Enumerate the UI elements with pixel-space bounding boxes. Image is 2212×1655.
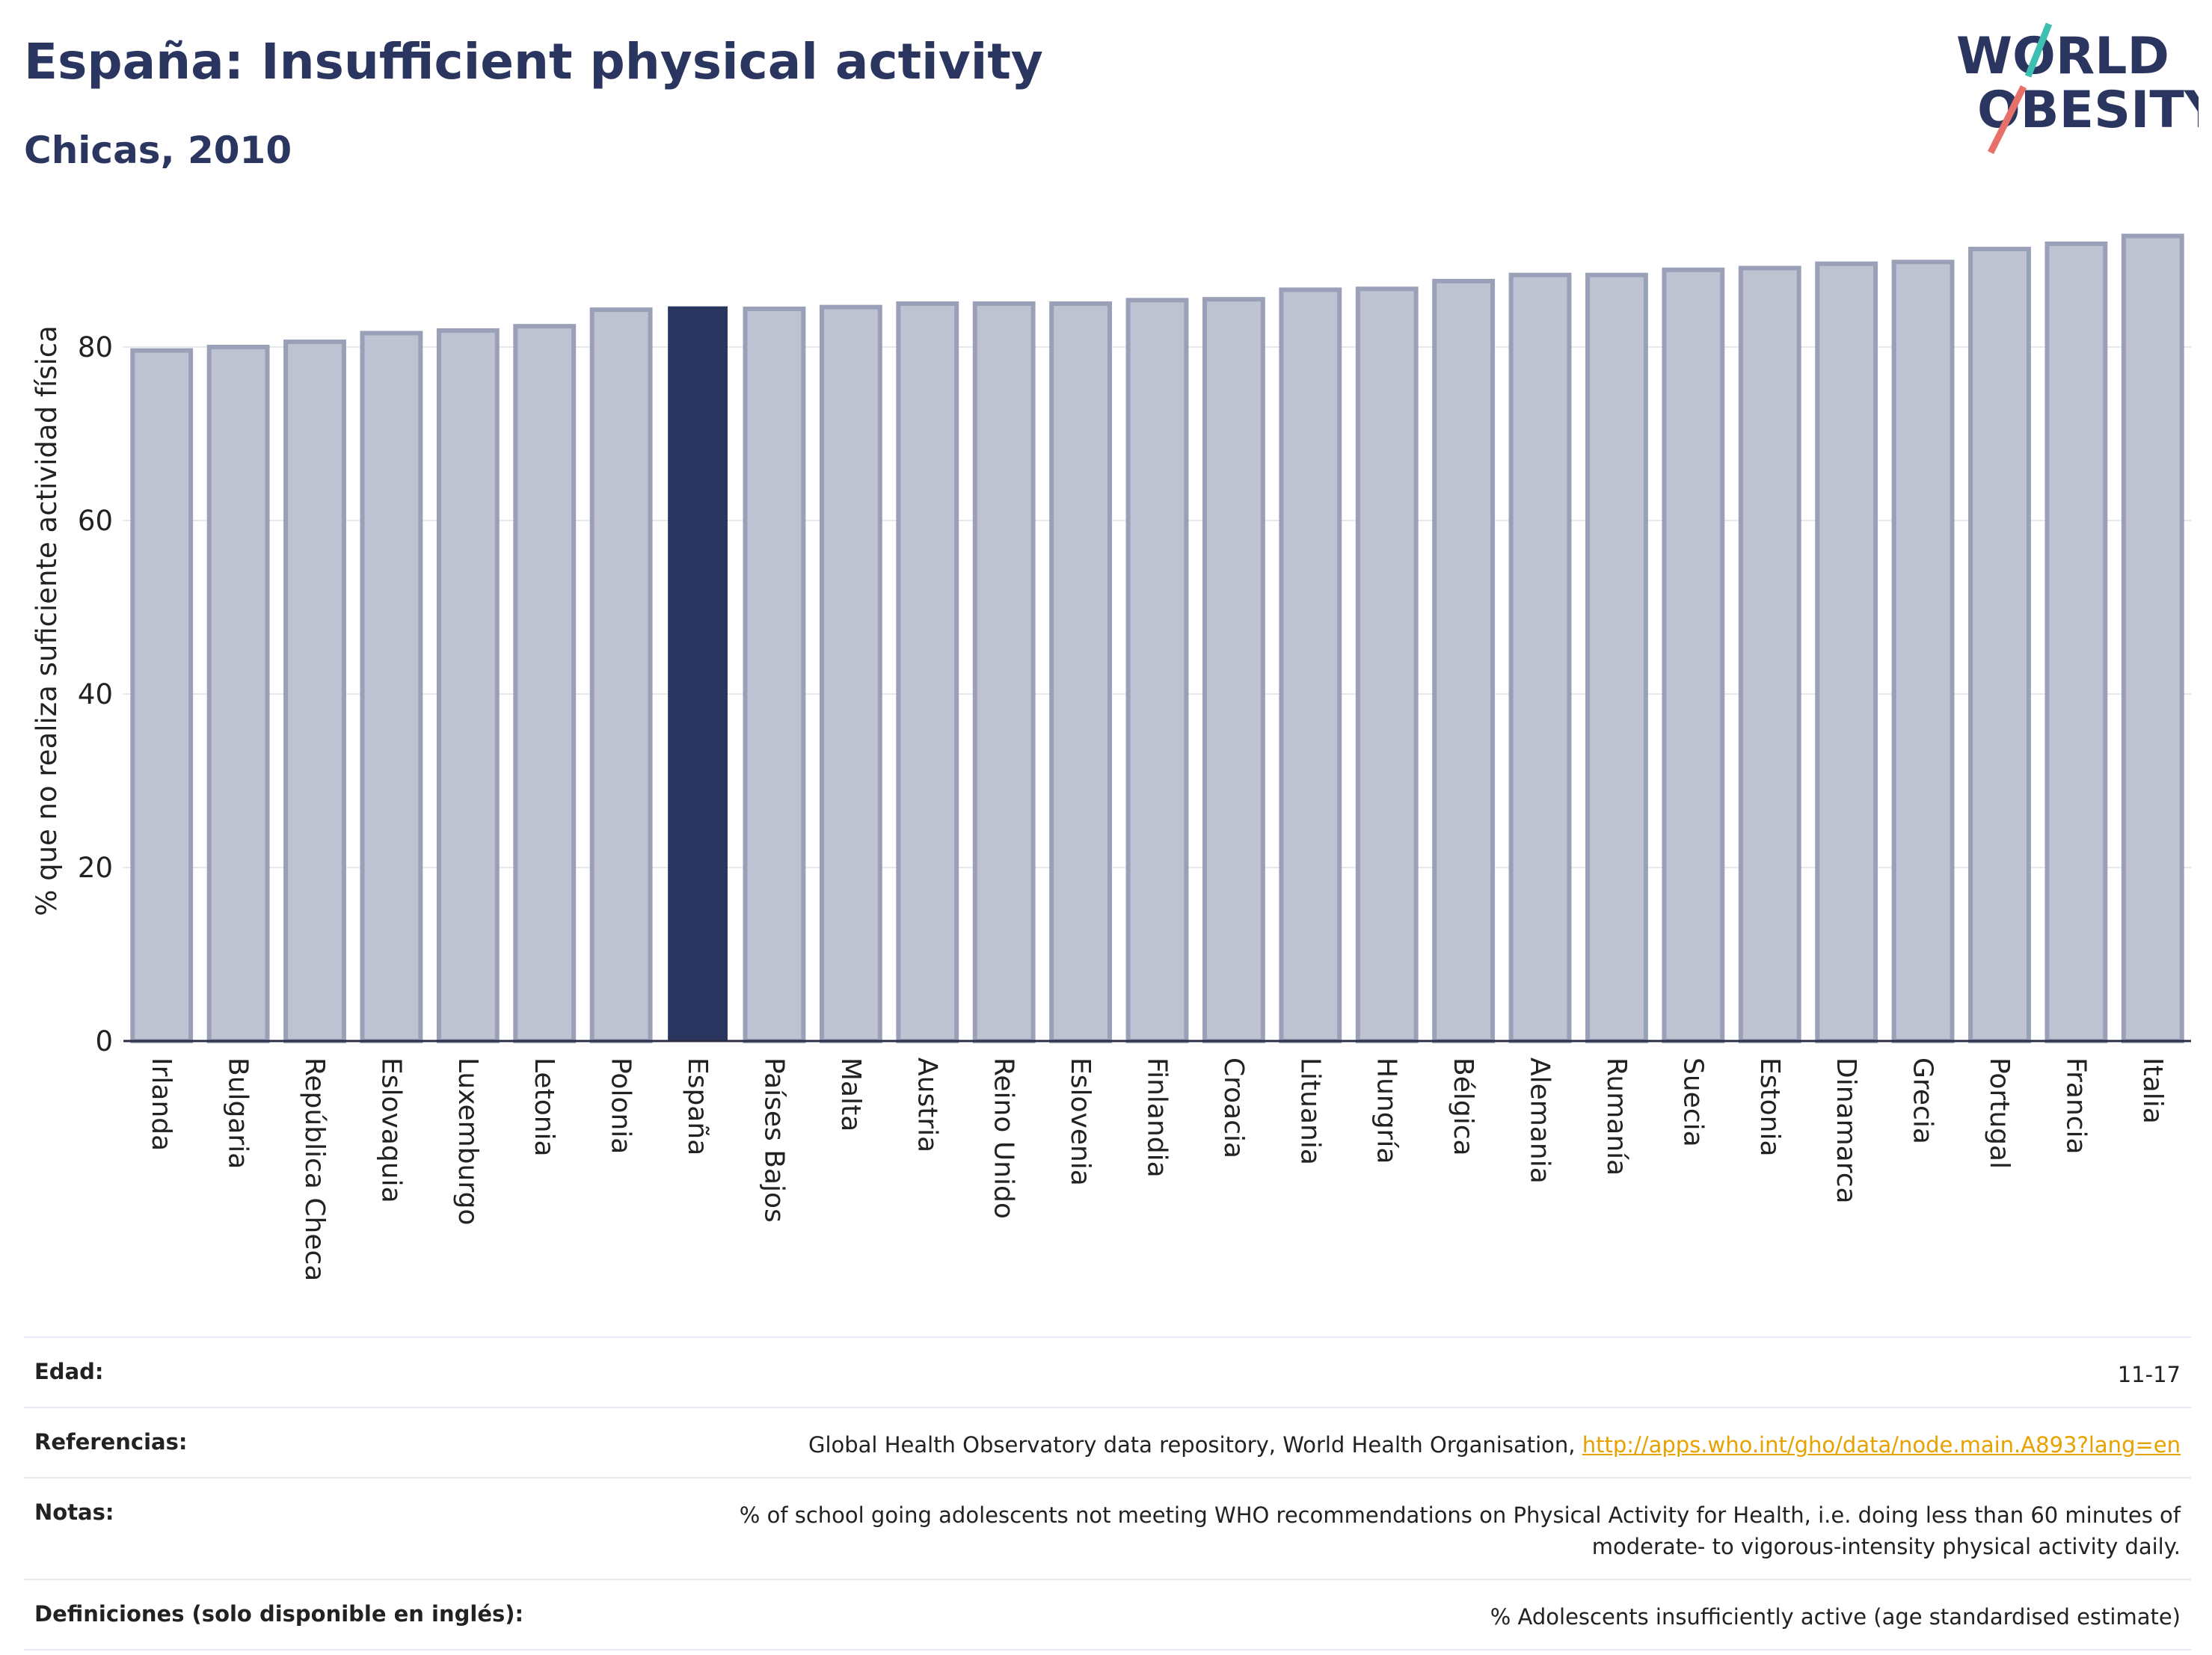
bar <box>1049 301 1113 1043</box>
x-tick-label: España <box>682 1057 713 1155</box>
meta-row-edad: Edad: 11-17 <box>24 1336 2191 1407</box>
x-tick-label: Malta <box>835 1057 866 1132</box>
bar <box>513 324 577 1044</box>
x-tick-label: Austria <box>912 1057 942 1152</box>
meta-row-referencias: Referencias: Global Health Observatory d… <box>24 1407 2191 1477</box>
logo-text-world: WORLD <box>1956 27 2169 86</box>
y-axis-label: % que no realiza suficiente actividad fí… <box>31 325 63 916</box>
bar <box>819 304 882 1043</box>
edad-value: 11-17 <box>2117 1362 2181 1387</box>
referencias-link[interactable]: http://apps.who.int/gho/data/node.main.A… <box>1582 1432 2181 1458</box>
x-tick-label: Portugal <box>1984 1057 2015 1169</box>
x-tick-label: Luxemburgo <box>452 1057 483 1225</box>
bars <box>130 233 2184 1044</box>
logo-slash-teal <box>2024 22 2053 78</box>
x-tick-label: Polonia <box>606 1057 636 1154</box>
x-tick-label: República Checa <box>299 1057 330 1281</box>
bar <box>1125 298 1189 1043</box>
x-tick-label: Irlanda <box>146 1057 176 1151</box>
x-tick-label: Letonia <box>529 1057 559 1157</box>
world-obesity-logo: WORLD OBESITY <box>1956 22 2199 155</box>
definiciones-label: Definiciones (solo disponible en inglés)… <box>34 1601 524 1627</box>
bar <box>1815 261 1878 1043</box>
bar <box>1662 267 1725 1043</box>
logo-slash-red <box>1987 85 2027 155</box>
bar <box>1202 297 1265 1043</box>
x-tick-label: Hungría <box>1371 1057 1402 1164</box>
x-tick-label: Francia <box>2060 1057 2091 1155</box>
bar <box>130 348 194 1043</box>
x-tick-label: Italia <box>2137 1057 2168 1124</box>
bar <box>1355 286 1419 1043</box>
bar <box>283 340 346 1044</box>
y-tick-label: 80 <box>78 331 113 363</box>
bar <box>2121 233 2184 1043</box>
notas-line-1: % of school going adolescents not meetin… <box>739 1502 2181 1529</box>
x-tick-label: Bulgaria <box>223 1057 254 1169</box>
bar <box>972 301 1036 1043</box>
meta-row-definiciones: Definiciones (solo disponible en inglés)… <box>24 1579 2191 1651</box>
x-tick-label: Estonia <box>1754 1057 1785 1157</box>
y-tick-label: 0 <box>95 1025 113 1057</box>
bar <box>1738 265 1801 1044</box>
x-tick-label: Alemania <box>1525 1057 1555 1184</box>
notas-label: Notas: <box>34 1499 114 1526</box>
definiciones-value: % Adolescents insufficiently active (age… <box>1490 1604 2181 1630</box>
bar <box>1508 272 1572 1044</box>
x-tick-label: Reino Unido <box>989 1057 1019 1219</box>
x-tick-label: Croacia <box>1218 1057 1249 1158</box>
bar <box>896 301 959 1043</box>
bar <box>1968 246 2031 1043</box>
y-tick-label: 40 <box>78 678 113 710</box>
x-tick-label: Bélgica <box>1448 1057 1478 1156</box>
bar <box>1279 287 1342 1043</box>
x-tick-label: Lituania <box>1294 1057 1325 1165</box>
notas-value: % of school going adolescents not meetin… <box>740 1499 2181 1562</box>
meta-row-notas: Notas: % of school going adolescents not… <box>24 1477 2191 1579</box>
metadata-table: Edad: 11-17 Referencias: Global Health O… <box>24 1336 2191 1651</box>
referencias-label: Referencias: <box>34 1429 188 1455</box>
x-tick-label: Dinamarca <box>1831 1057 1861 1204</box>
y-tick-label: 60 <box>78 505 113 537</box>
bar <box>589 307 653 1043</box>
bar <box>1585 272 1648 1044</box>
edad-label: Edad: <box>34 1359 104 1384</box>
x-tick-label: Eslovenia <box>1065 1057 1096 1186</box>
bar <box>360 331 423 1043</box>
bar <box>743 306 806 1043</box>
bar <box>1432 278 1496 1043</box>
page-title: España: Insufficient physical activity <box>24 33 1043 90</box>
x-tick-label: Grecia <box>1908 1057 1938 1144</box>
notas-line-2: moderate- to vigorous-intensity physical… <box>1591 1534 2181 1560</box>
referencias-text: Global Health Observatory data repositor… <box>808 1432 1576 1458</box>
x-tick-label: Rumanía <box>1601 1057 1632 1176</box>
referencias-value: Global Health Observatory data repositor… <box>808 1429 2181 1461</box>
axes: 0 20 40 60 80 Irlanda Bulgaria República Checa E… <box>78 331 2191 1281</box>
x-tick-label: Eslovaquia <box>375 1057 406 1203</box>
bar <box>436 328 500 1043</box>
x-tick-label: Países Bajos <box>758 1057 789 1223</box>
bar <box>1891 260 1955 1044</box>
bar <box>206 345 270 1043</box>
bar-chart: 0 20 40 60 80 Irlanda Bulgaria República Checa E… <box>31 233 2191 1281</box>
bar <box>668 306 728 1042</box>
bar <box>2044 241 2108 1044</box>
y-tick-label: 20 <box>78 852 113 884</box>
x-tick-label: Finlandia <box>1142 1057 1173 1178</box>
page-subtitle: Chicas, 2010 <box>24 129 292 172</box>
x-tick-label: Suecia <box>1677 1057 1708 1147</box>
